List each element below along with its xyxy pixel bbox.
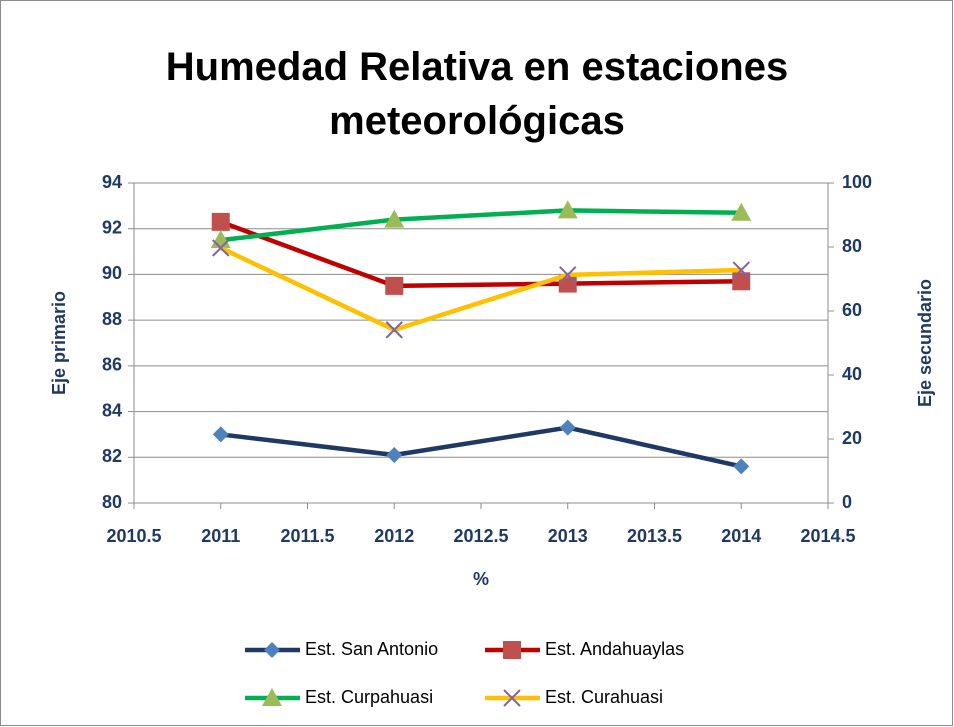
y2-tick-label: 0: [842, 492, 852, 512]
marker: [732, 272, 751, 291]
marker: [385, 321, 403, 339]
y2-tick-label: 100: [842, 172, 872, 192]
y2-tick-label: 80: [842, 236, 862, 256]
marker: [559, 266, 577, 284]
series-line: [219, 219, 742, 289]
legend-label: Est. Curahuasi: [545, 687, 663, 707]
marker: [384, 209, 405, 228]
legend-label: Est. San Antonio: [305, 639, 438, 659]
marker: [264, 642, 280, 658]
x-tick-label: 2013.5: [627, 526, 682, 546]
marker: [733, 458, 750, 475]
x-tick-label: 2012: [374, 526, 414, 546]
y2-tick-label: 40: [842, 364, 862, 384]
marker: [732, 261, 750, 279]
marker: [557, 200, 578, 219]
y-tick-label: 90: [102, 263, 122, 283]
y2-axis-title: Eje secundario: [915, 279, 935, 407]
y-axis-title: Eje primario: [49, 291, 69, 395]
marker: [731, 202, 752, 221]
y-tick-label: 82: [102, 446, 122, 466]
marker: [212, 239, 230, 257]
x-tick-label: 2014.5: [800, 526, 855, 546]
x-tick-label: 2012.5: [453, 526, 508, 546]
x-axis-title: %: [473, 569, 489, 589]
y-tick-label: 84: [102, 400, 122, 420]
chart-title: Humedad Relativa en estaciones meteoroló…: [165, 45, 789, 143]
y-tick-label: 92: [102, 217, 122, 237]
legend-label: Est. Curpahuasi: [305, 687, 433, 707]
marker: [503, 641, 521, 659]
marker: [212, 426, 229, 443]
y-tick-label: 86: [102, 355, 122, 375]
y2-tick-label: 60: [842, 300, 862, 320]
marker: [211, 212, 230, 231]
x-tick-label: 2011.5: [280, 526, 334, 546]
series-line: [220, 208, 742, 243]
y-tick-label: 94: [102, 172, 122, 192]
legend-label: Est. Andahuaylas: [545, 639, 684, 659]
marker: [559, 419, 576, 436]
series-line: [220, 425, 742, 469]
x-tick-label: 2010.5: [106, 526, 161, 546]
x-tick-label: 2013: [548, 526, 588, 546]
x-tick-label: 2011: [201, 526, 240, 546]
marker: [385, 276, 404, 295]
y2-tick-label: 20: [842, 428, 862, 448]
y-tick-label: 88: [102, 309, 122, 329]
marker: [262, 688, 282, 706]
x-tick-label: 2014: [721, 526, 761, 546]
series-line: [219, 245, 742, 333]
marker: [503, 689, 521, 707]
marker: [386, 447, 403, 463]
y-tick-label: 80: [102, 492, 122, 512]
